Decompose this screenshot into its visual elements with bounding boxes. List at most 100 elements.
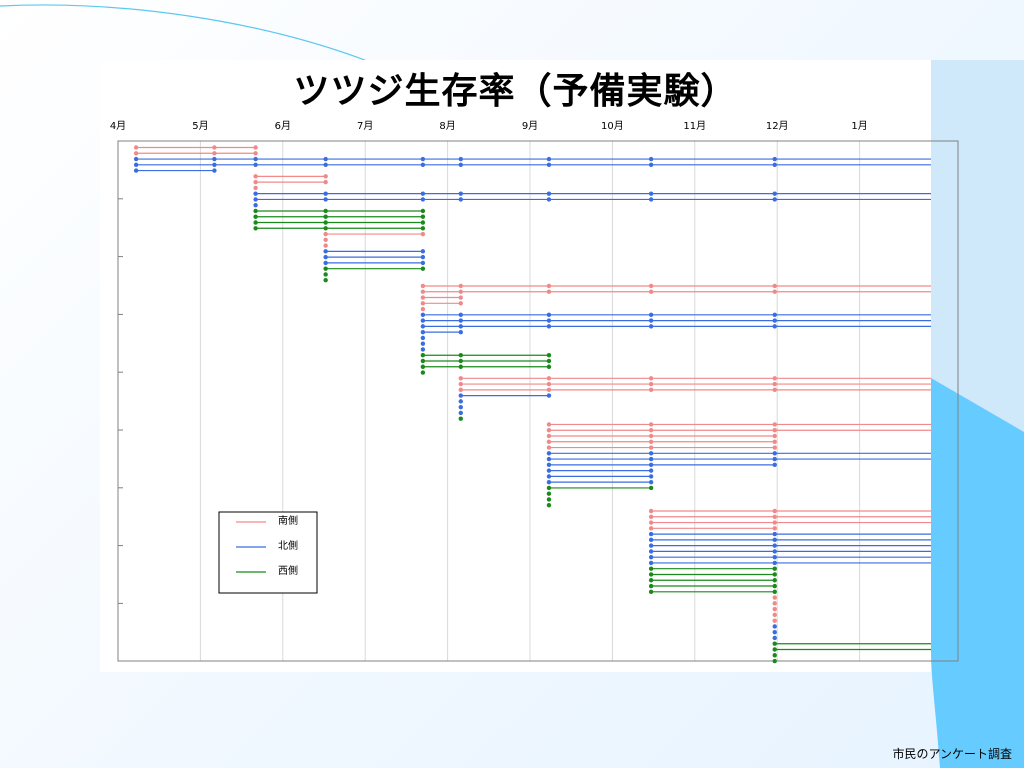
data-point	[772, 572, 777, 577]
data-point	[546, 468, 552, 473]
data-point	[772, 451, 777, 456]
data-point	[772, 618, 777, 623]
data-point	[648, 508, 654, 514]
data-point	[772, 289, 777, 294]
series-row-5-12	[546, 491, 552, 496]
data-point	[772, 162, 777, 168]
data-point	[772, 387, 777, 393]
legend-label-0: 南側	[278, 514, 298, 527]
series-row-3-3	[420, 301, 463, 306]
series-row-7-1	[772, 601, 777, 606]
data-point	[772, 641, 777, 646]
data-point	[420, 214, 426, 219]
data-point	[323, 226, 328, 231]
data-point	[648, 583, 654, 589]
series-row-3-4	[420, 306, 426, 312]
data-point	[133, 151, 139, 156]
series-row-3-8	[420, 329, 463, 335]
data-point	[772, 589, 777, 594]
data-point	[772, 197, 777, 202]
series-row-6-6	[648, 543, 931, 548]
data-point	[253, 162, 258, 168]
series-row-1-2	[253, 185, 258, 191]
month-label-1: 5月	[192, 120, 208, 132]
data-point	[420, 312, 426, 318]
data-point	[772, 428, 777, 433]
data-point	[546, 462, 552, 468]
data-point	[458, 393, 463, 398]
series-row-5-4	[546, 445, 777, 450]
data-point	[772, 376, 777, 381]
series-row-2-5	[323, 260, 426, 266]
survival-series	[133, 145, 931, 664]
series-row-6-13	[648, 583, 777, 589]
series-row-5-0	[546, 422, 931, 427]
series-row-6-0	[648, 508, 931, 514]
data-point	[648, 428, 654, 433]
data-point	[420, 226, 426, 231]
data-point	[648, 560, 654, 566]
data-point	[772, 283, 777, 289]
data-point	[772, 624, 777, 629]
series-row-5-11	[546, 485, 654, 491]
data-point	[323, 191, 328, 196]
data-point	[323, 179, 328, 185]
data-point	[772, 658, 777, 664]
data-point	[458, 162, 463, 168]
data-point	[546, 358, 552, 364]
data-point	[458, 197, 463, 202]
data-point	[420, 318, 426, 323]
series-row-2-4	[323, 254, 426, 260]
data-point	[648, 554, 654, 560]
data-point	[253, 185, 258, 191]
data-point	[772, 381, 777, 387]
data-point	[420, 231, 426, 237]
data-point	[458, 324, 463, 329]
data-point	[648, 422, 654, 427]
month-label-4: 8月	[439, 120, 455, 132]
data-point	[253, 156, 258, 162]
month-label-8: 12月	[766, 120, 789, 132]
y-axis-ticks	[118, 198, 123, 604]
series-row-1-9	[253, 226, 426, 231]
data-point	[648, 381, 654, 387]
series-row-4-7	[458, 416, 463, 421]
data-point	[648, 589, 654, 594]
series-row-3-5	[420, 312, 931, 318]
data-point	[772, 653, 777, 658]
series-row-2-7	[323, 272, 328, 277]
series-row-6-3	[648, 526, 777, 531]
series-row-3-2	[420, 295, 463, 300]
series-row-7-2	[772, 606, 777, 612]
data-point	[323, 266, 328, 271]
data-point	[546, 393, 552, 398]
series-row-7-9	[772, 647, 931, 652]
month-label-6: 10月	[601, 120, 624, 132]
data-point	[323, 260, 328, 266]
data-point	[648, 324, 654, 329]
data-point	[648, 474, 654, 479]
data-point	[546, 497, 552, 502]
data-point	[458, 289, 463, 294]
data-point	[648, 433, 654, 439]
data-point	[772, 156, 777, 162]
data-point	[772, 537, 777, 543]
data-point	[772, 583, 777, 589]
series-row-1-7	[253, 214, 426, 219]
data-point	[648, 439, 654, 444]
data-point	[458, 353, 463, 358]
series-row-1-1	[253, 179, 328, 185]
data-point	[546, 479, 552, 485]
data-point	[648, 514, 654, 519]
series-row-3-14	[420, 364, 552, 369]
series-row-7-5	[772, 624, 777, 629]
data-point	[648, 162, 654, 168]
data-point	[212, 151, 217, 156]
decorative-arc	[0, 4, 371, 63]
series-row-3-13	[420, 358, 552, 364]
data-point	[546, 318, 552, 323]
data-point	[546, 156, 552, 162]
series-row-4-5	[458, 404, 463, 410]
